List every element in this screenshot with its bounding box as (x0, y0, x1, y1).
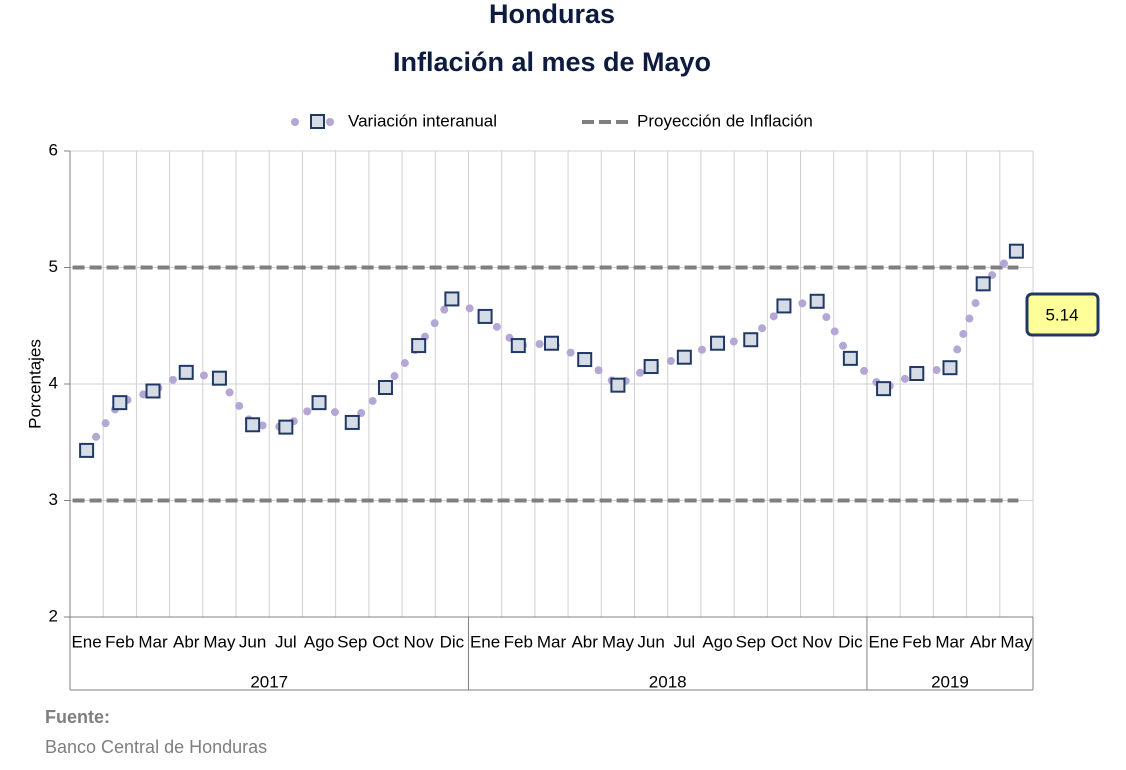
series-marker (344, 414, 360, 430)
series-marker (112, 395, 128, 411)
group-label: 2018 (649, 672, 687, 691)
series-marker (211, 370, 227, 386)
series-marker (876, 381, 892, 397)
series-marker (610, 377, 626, 393)
series-marker (178, 364, 194, 380)
annotation-box (1025, 292, 1100, 337)
x-tick-label: Mar (537, 632, 567, 651)
x-tick-label: Nov (802, 632, 833, 651)
x-tick-label: Abr (173, 632, 200, 651)
y-tick-label: 6 (49, 140, 58, 159)
chart-title: Honduras (489, 0, 615, 29)
annotation: 5.14 (1045, 305, 1078, 324)
y-tick-label: 3 (49, 490, 58, 509)
x-tick-label: Jun (239, 632, 266, 651)
x-tick-label: Ene (71, 632, 101, 651)
group-label: 2019 (931, 672, 969, 691)
x-tick-label: Oct (372, 632, 399, 651)
series-marker (544, 335, 559, 351)
series-marker (809, 293, 825, 309)
series-marker (278, 419, 294, 435)
x-tick-label: Ago (702, 632, 732, 651)
legend-label: Variación interanual (348, 111, 497, 130)
legend-marker (310, 114, 325, 129)
series-marker (377, 379, 393, 395)
x-tick-label: Ene (470, 632, 500, 651)
x-tick-label: Jul (673, 632, 695, 651)
series-marker (311, 395, 327, 411)
x-tick-label: May (1000, 632, 1033, 651)
series-marker (577, 352, 593, 368)
x-tick-label: Dic (440, 632, 465, 651)
x-tick-label: Feb (105, 632, 134, 651)
x-tick-label: May (203, 632, 236, 651)
y-axis-label: Porcentajes (25, 339, 44, 429)
chart-subtitle: Inflación al mes de Mayo (393, 47, 711, 77)
x-tick-label: Abr (571, 632, 598, 651)
x-tick-label: Oct (771, 632, 798, 651)
series-marker (510, 338, 526, 354)
x-tick-label: Ago (304, 632, 334, 651)
series-marker (245, 417, 261, 433)
series-marker (743, 332, 759, 348)
series-marker (643, 359, 659, 375)
series-marker (710, 335, 726, 351)
series-marker (909, 366, 925, 382)
y-tick-label: 2 (49, 606, 58, 625)
group-label: 2017 (250, 672, 288, 691)
series-marker (411, 338, 427, 354)
x-tick-label: Jun (637, 632, 664, 651)
series-line (82, 247, 1021, 455)
legend-label: Proyección de Inflación (637, 111, 813, 130)
x-tick-label: May (602, 632, 635, 651)
source: Banco Central de Honduras (45, 737, 267, 757)
x-tick-label: Dic (838, 632, 863, 651)
x-tick-label: Feb (504, 632, 533, 651)
x-tick-label: Feb (902, 632, 931, 651)
x-tick-label: Mar (138, 632, 168, 651)
series-marker (975, 276, 991, 292)
x-tick-label: Nov (404, 632, 435, 651)
y-tick-label: 5 (49, 257, 58, 276)
series-marker (79, 442, 95, 458)
x-tick-label: Abr (970, 632, 997, 651)
x-tick-label: Ene (868, 632, 898, 651)
series-marker (942, 360, 958, 376)
series-marker (776, 298, 792, 314)
source-label: Fuente: (45, 707, 110, 727)
series-marker (1008, 243, 1024, 259)
series-marker (842, 350, 858, 366)
series-marker (477, 308, 493, 324)
legend-dot (291, 118, 299, 126)
y-tick-label: 4 (49, 373, 58, 392)
legend-dot (326, 118, 334, 126)
x-tick-label: Sep (337, 632, 367, 651)
series-marker (676, 349, 692, 365)
x-tick-label: Mar (935, 632, 965, 651)
series-marker (145, 383, 161, 399)
x-tick-label: Jul (275, 632, 297, 651)
x-tick-label: Sep (736, 632, 766, 651)
series-marker (444, 291, 460, 307)
